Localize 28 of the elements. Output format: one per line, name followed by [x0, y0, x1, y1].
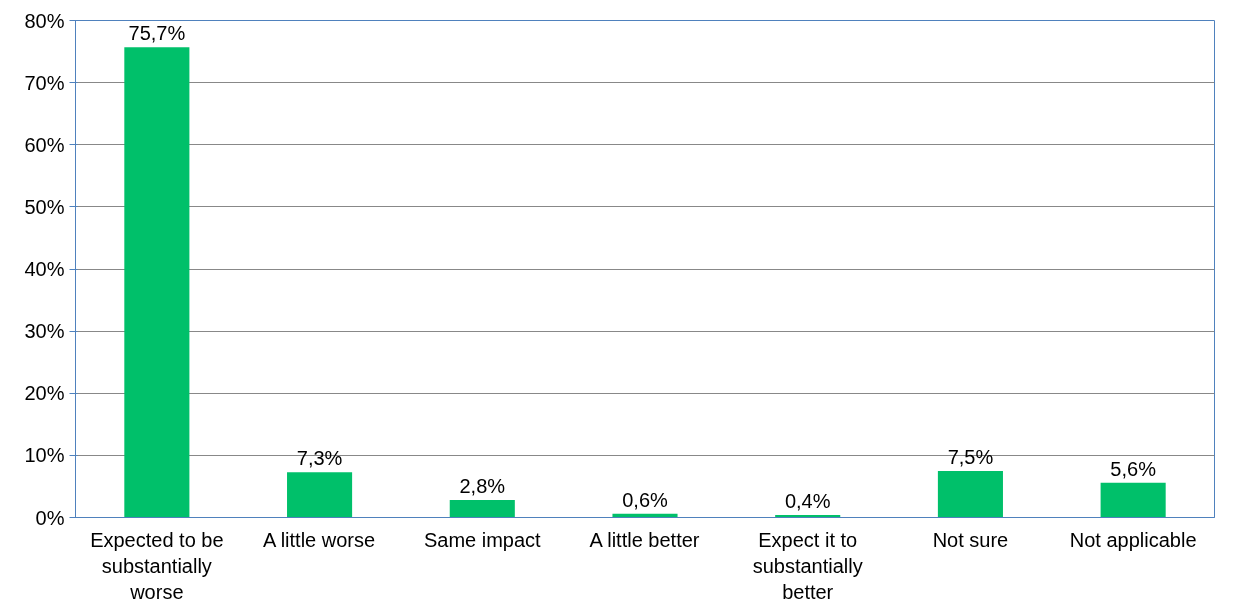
x-tick-label: Not applicable [1069, 528, 1197, 551]
data-label: 75,7% [128, 22, 186, 45]
y-tick-label: 30% [24, 320, 65, 343]
bar [449, 500, 515, 518]
x-tick-label: A little better [589, 528, 700, 551]
y-tick-label: 80% [24, 9, 65, 32]
y-tick-label: 20% [24, 382, 65, 405]
data-label: 5,6% [1110, 457, 1157, 480]
bar [937, 470, 1003, 518]
x-tick-label: Not sure [932, 528, 1009, 551]
data-label: 2,8% [459, 475, 506, 498]
y-tick-label: 50% [24, 195, 65, 218]
y-tick-label: 60% [24, 133, 65, 156]
bar [1100, 482, 1166, 518]
bar [287, 472, 353, 518]
y-tick-label: 70% [24, 71, 65, 94]
y-tick-label: 0% [35, 506, 65, 529]
x-tick-label: Same impact [423, 528, 542, 551]
x-tick-label: A little worse [262, 528, 376, 551]
data-label: 7,3% [296, 447, 343, 470]
data-label: 7,5% [947, 445, 994, 468]
y-tick-label: 40% [24, 258, 65, 280]
data-label: 0,4% [784, 490, 831, 513]
data-label: 0,6% [622, 488, 669, 511]
y-tick-label: 10% [24, 444, 65, 467]
x-tick-label: Expected to be substantially worse [90, 528, 224, 604]
x-tick-label: Expect it to substantially better [752, 528, 863, 604]
bar [124, 47, 190, 518]
